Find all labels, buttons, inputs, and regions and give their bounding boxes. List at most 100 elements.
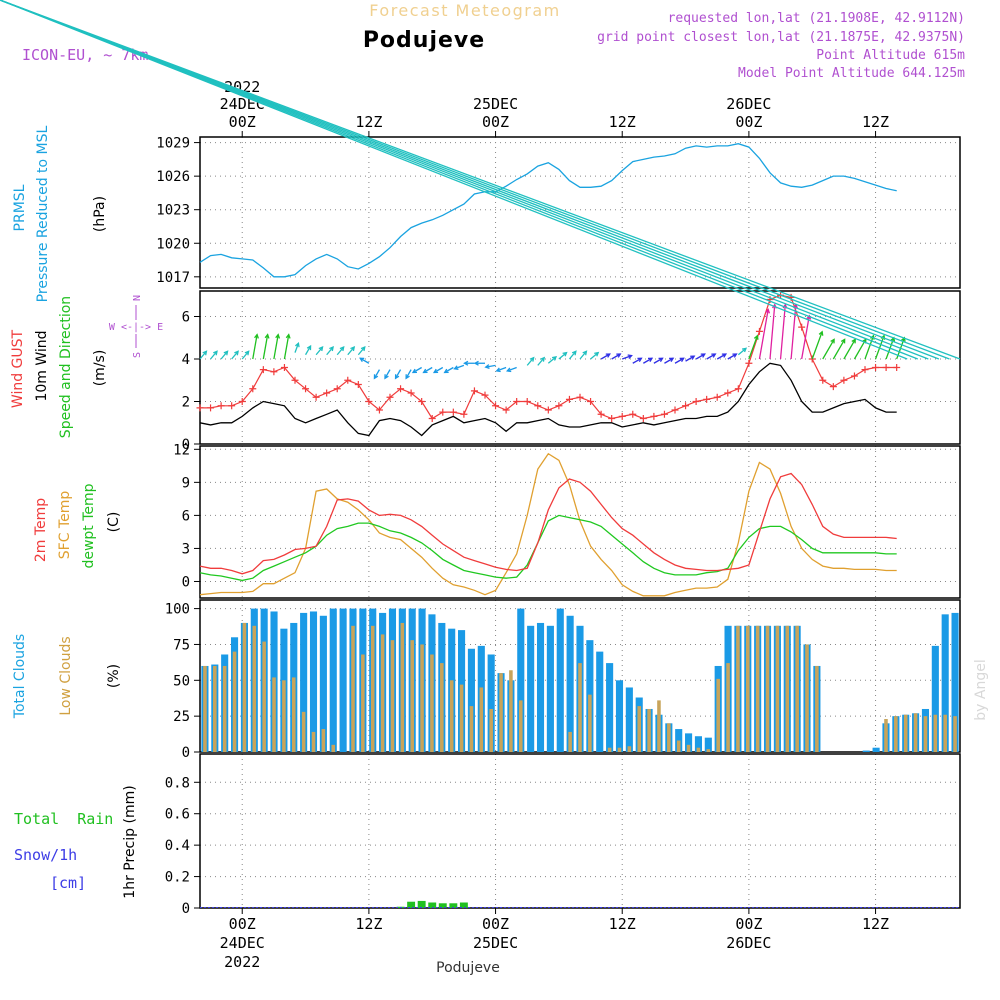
gust-marker — [217, 402, 225, 410]
time-bottom-label: 26DEC — [726, 934, 771, 952]
wind-10m-label: 10m Wind — [34, 330, 50, 401]
rain-bar — [407, 901, 416, 908]
wind-arrow-head — [394, 374, 400, 380]
gust-marker — [259, 366, 267, 374]
pressure-ytick-label: 1026 — [156, 169, 190, 185]
gust-marker — [249, 385, 257, 393]
total-cloud-bar — [527, 625, 535, 752]
total-cloud-bar — [615, 680, 624, 752]
low-cloud-bar — [686, 744, 691, 752]
wind-arrow — [685, 355, 695, 362]
time-bottom-label: 25DEC — [473, 934, 518, 952]
wind-arrow-head — [765, 308, 771, 314]
time-bottom-label: 00Z — [229, 915, 256, 933]
low-cloud-bar — [607, 747, 612, 752]
total-cloud-bar — [625, 687, 633, 752]
gust-marker — [333, 385, 341, 393]
gust-marker — [692, 398, 700, 405]
total-cloud-bar — [606, 663, 614, 752]
low-cloud-bar — [696, 747, 701, 752]
wind-arrow-head — [234, 350, 239, 356]
wind-arrow — [433, 366, 444, 374]
time-bottom-label: 12Z — [355, 915, 382, 933]
compass-s: S — [132, 352, 143, 358]
total-cloud-bar — [951, 612, 959, 752]
low-cloud-bar — [400, 622, 405, 752]
wind-arrow — [832, 339, 846, 360]
wind-arrow — [273, 334, 279, 360]
low-cloud-bar — [805, 644, 809, 752]
gust-marker — [660, 410, 668, 418]
precip-frame — [199, 753, 961, 909]
low-cloud-bar — [449, 680, 454, 752]
grid-point-coords: grid point closest lon,lat (21.1875E, 42… — [597, 30, 965, 45]
total-cloud-bar — [536, 622, 545, 752]
gust-marker — [449, 408, 457, 416]
wind-arrow-head — [753, 334, 759, 340]
temp-2m-line — [199, 472, 897, 575]
wind-arrow — [231, 350, 239, 360]
gust-marker — [850, 372, 858, 380]
gust-marker — [502, 406, 510, 414]
low-cloud-bar — [479, 687, 484, 752]
gust-marker — [280, 364, 288, 371]
wind-arrow — [252, 334, 258, 360]
gust-marker — [587, 398, 595, 405]
wind-arrow-head — [339, 346, 345, 352]
low-cloud-bar — [913, 713, 918, 752]
low-cloud-bar — [390, 640, 395, 752]
gust-marker — [238, 398, 246, 405]
total-cloud-bar — [685, 733, 693, 752]
wind-arrow-head — [495, 367, 501, 373]
low-cloud-bar — [430, 654, 434, 752]
wind-arrow-head — [405, 374, 410, 380]
gust-marker — [407, 389, 415, 397]
low-cloud-bar — [815, 665, 819, 752]
gust-marker — [798, 323, 806, 331]
total-cloud-bar — [862, 750, 870, 752]
wind-arrow — [444, 366, 454, 374]
wind-arrow — [579, 350, 587, 360]
wind-arrow-head — [679, 357, 685, 363]
total-cloud-bar — [339, 608, 347, 752]
time-top-label: 00Z — [482, 113, 509, 131]
wind-arrow — [0, 0, 961, 360]
gust-marker — [650, 412, 658, 420]
low-cloud-bar — [222, 665, 227, 752]
wind-ytick-label: 6 — [182, 310, 190, 326]
total-cloud-bar — [329, 608, 337, 752]
wind-dir-label: Speed and Direction — [58, 296, 74, 438]
gust-marker — [523, 398, 531, 405]
wind-arrow-head — [202, 350, 208, 356]
wind-arrow — [727, 353, 737, 360]
temp-frame — [199, 445, 961, 599]
wind-ytick-label: 2 — [182, 395, 190, 411]
wind-arrow — [537, 357, 545, 366]
gust-marker — [418, 398, 426, 405]
low-cloud-bar — [489, 708, 493, 752]
time-top-label: 12Z — [355, 113, 382, 131]
wind-arrow-head — [830, 338, 835, 344]
wind-arrow-head — [275, 333, 281, 339]
wind-arrow — [315, 346, 324, 356]
low-cloud-bar — [331, 744, 336, 752]
wind-arrow-head — [627, 354, 633, 360]
precip-ytick-label: 0 — [182, 901, 190, 917]
rain-bar — [438, 903, 447, 908]
wind-arrow — [568, 350, 577, 360]
temp-ytick-label: 3 — [182, 541, 190, 557]
gust-marker — [365, 398, 373, 405]
station-title: Podujeve — [363, 28, 485, 53]
wind-panel: 0 2 4 6 Wind GUST 10m Wind Speed and Direct… — [0, 0, 961, 453]
pressure-label-prmsl: PRMSL — [12, 184, 28, 231]
wind-arrow-head — [540, 356, 546, 362]
gust-marker — [354, 381, 362, 388]
temp-ytick-label: 12 — [173, 442, 190, 458]
low-cloud-bar — [351, 625, 355, 752]
wind-arrow — [454, 364, 465, 370]
wind-ytick-label: 4 — [182, 352, 190, 368]
wind-arrow — [241, 350, 250, 360]
low-cloud-bar — [637, 706, 641, 752]
